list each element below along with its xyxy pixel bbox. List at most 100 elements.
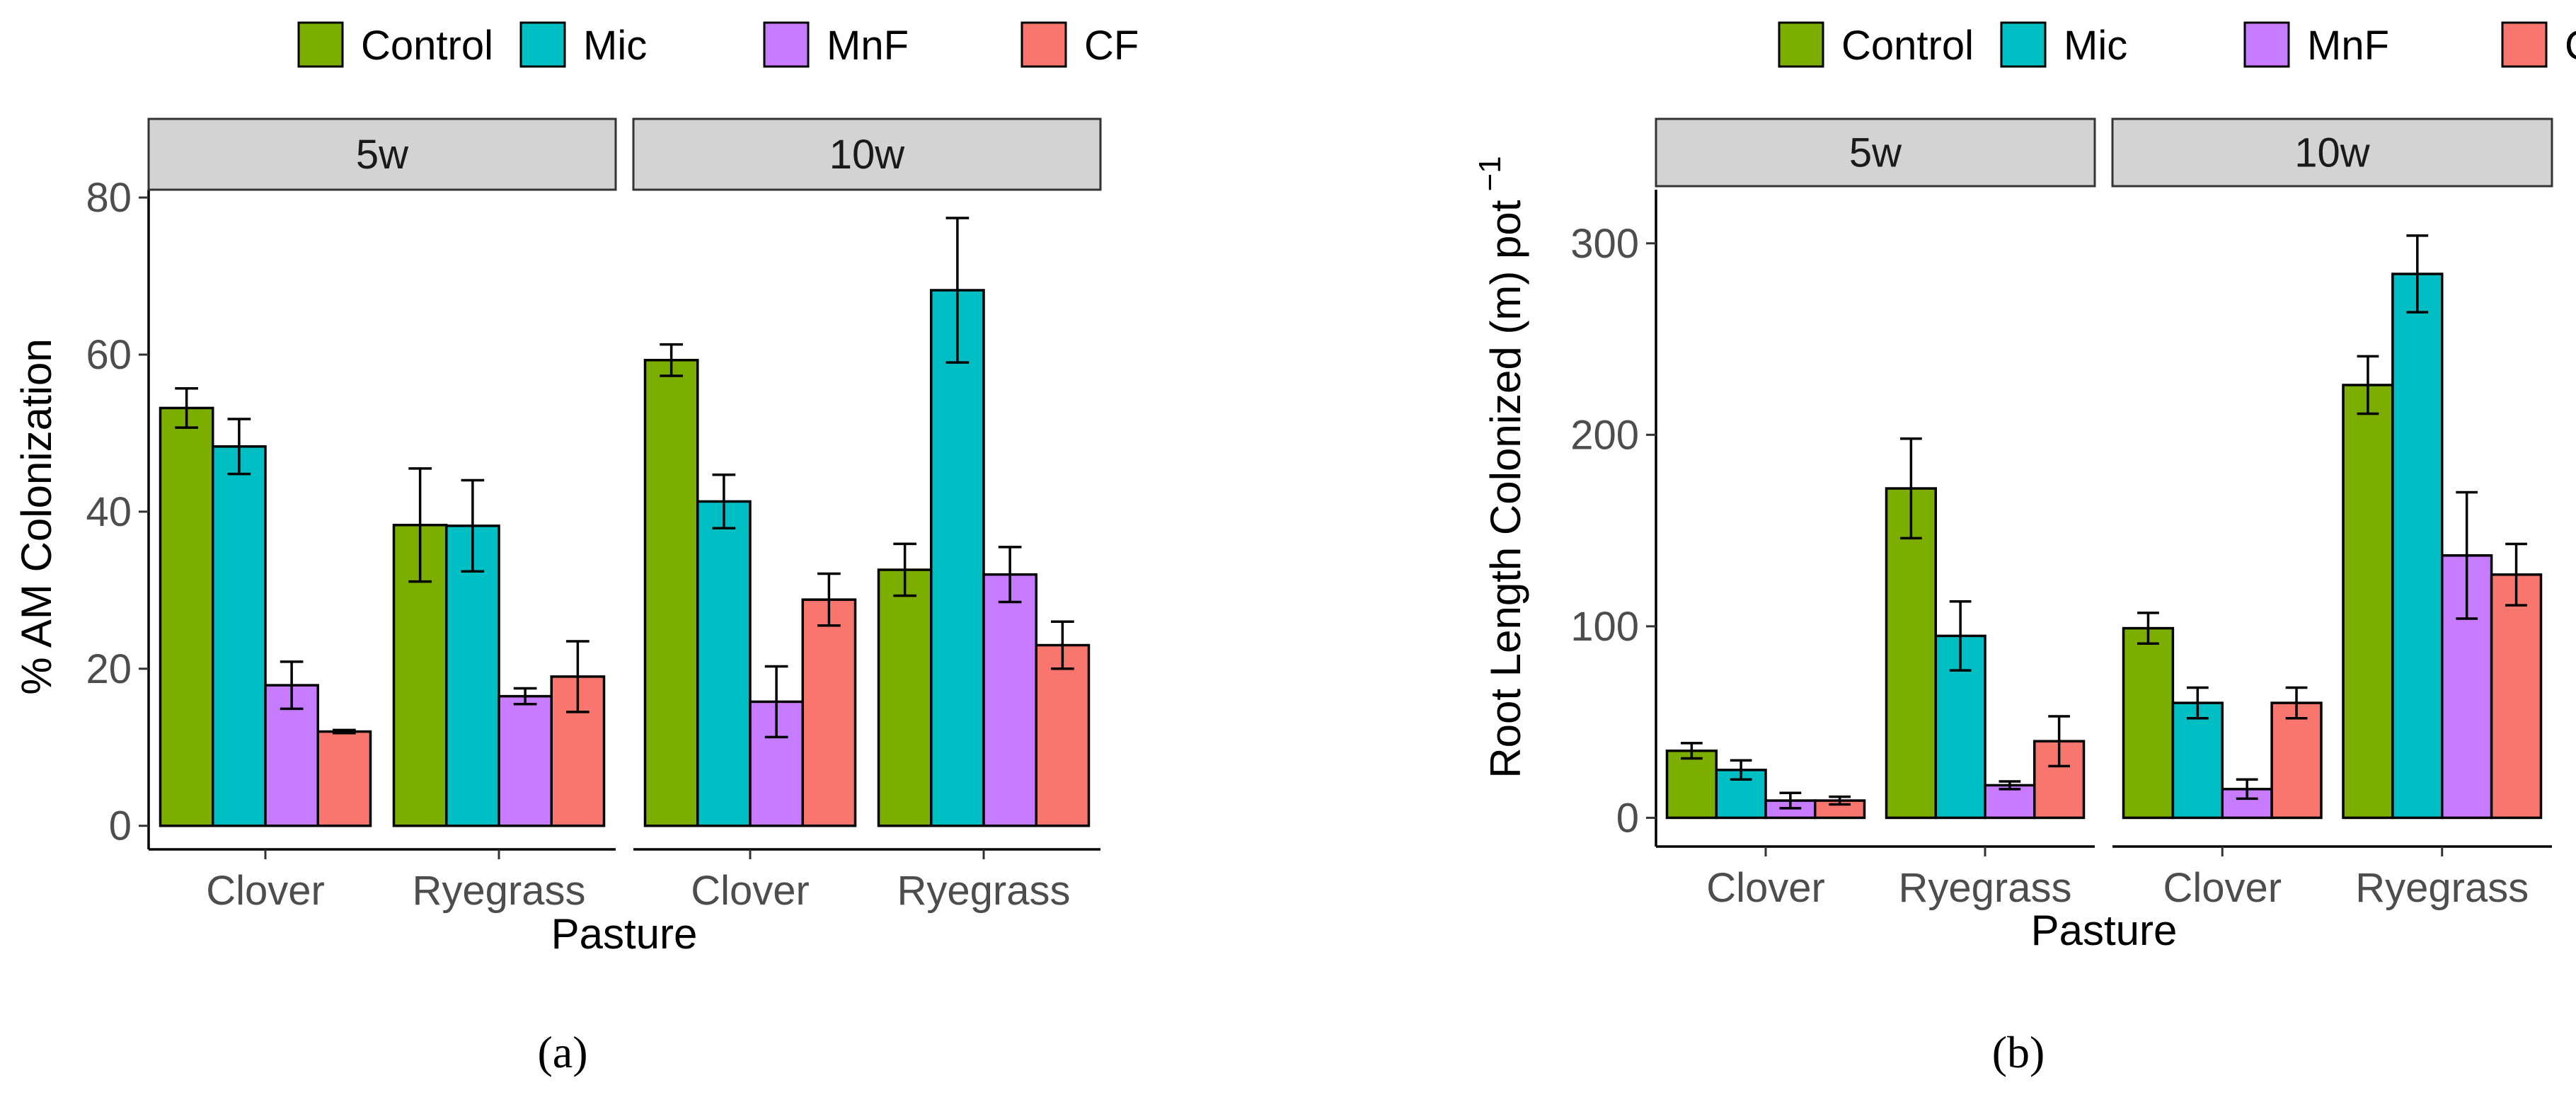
chart-panel-a: Control Mic MnF CF 0 20 40 60 80 5w Clover Ryegrass… <box>13 21 1139 1077</box>
error-bar-b-10w-ryegrass-mnf <box>2456 491 2478 620</box>
facet-strip-5w <box>1655 117 2096 188</box>
bar-a-10w-ryegrass-mnf <box>982 573 1037 827</box>
legend-swatch-cf <box>2501 21 2548 68</box>
legend-label-control: Control <box>1841 23 1974 69</box>
facet-strip-5w <box>147 117 617 191</box>
legend-label-mic: Mic <box>583 23 647 69</box>
error-bar-a-5w-clover-control <box>175 386 198 429</box>
error-bar-b-5w-clover-mnf <box>1779 791 1802 810</box>
y-tick-label-200: 200 <box>1570 412 1639 458</box>
error-bar-a-10w-ryegrass-mic <box>945 217 970 364</box>
x-tick-label-10w-ryegrass: Ryegrass <box>897 868 1071 914</box>
error-bar-b-10w-clover-cf <box>2285 686 2308 720</box>
error-bar-b-5w-clover-cf <box>1829 795 1851 806</box>
facet-5w: 5w Clover Ryegrass <box>147 117 617 914</box>
error-bar-a-10w-clover-control <box>660 343 683 377</box>
legend-swatch-cf <box>1020 21 1067 68</box>
error-bar-a-5w-clover-mnf <box>280 660 304 711</box>
error-bar-b-10w-ryegrass-control <box>2357 355 2379 415</box>
error-bar-a-5w-clover-cf <box>333 728 356 735</box>
bar-b-10w-ryegrass-cf <box>2490 573 2543 820</box>
legend-label-cf: CF <box>2565 23 2576 69</box>
error-bar-b-10w-ryegrass-cf <box>2505 542 2527 607</box>
error-bar-a-10w-clover-cf <box>817 572 841 627</box>
bar-a-10w-ryegrass-control <box>877 568 933 827</box>
bar-b-10w-ryegrass-mic <box>2391 273 2444 820</box>
bar-b-10w-ryegrass-control <box>2342 384 2394 820</box>
error-bar-a-5w-ryegrass-control <box>408 467 432 583</box>
bar-a-10w-clover-control <box>643 359 699 827</box>
facet-strip-label-5w: 5w <box>1849 130 1902 176</box>
error-bar-b-5w-clover-control <box>1681 742 1703 760</box>
y-tick-label-0: 0 <box>1616 795 1639 841</box>
bar-a-10w-clover-mic <box>696 500 752 827</box>
facet-strip-10w <box>2111 117 2553 188</box>
legend-label-mnf: MnF <box>827 23 909 69</box>
y-tick-label-20: 20 <box>86 646 132 692</box>
error-bar-a-5w-ryegrass-mnf <box>513 687 537 706</box>
facet-strip-label-10w: 10w <box>2294 130 2371 176</box>
y-axis-title: Root Length Colonized (m) pot −1 <box>1473 156 1529 778</box>
y-tick-label-100: 100 <box>1570 604 1639 650</box>
error-bar-b-10w-clover-mic <box>2186 686 2209 720</box>
error-bar-b-5w-ryegrass-mic <box>1949 600 1972 672</box>
legend-swatch-control <box>1778 21 1824 68</box>
legend: Control Mic MnF CF <box>1778 21 2576 69</box>
bar-a-5w-ryegrass-mnf <box>498 694 553 827</box>
x-tick-label-10w-clover: Clover <box>2163 865 2282 911</box>
legend-label-mic: Mic <box>2064 23 2127 69</box>
panel-caption-b: (b) <box>1992 1027 2045 1077</box>
legend: Control Mic MnF CF <box>297 21 1139 69</box>
legend-label-mnf: MnF <box>2307 23 2389 69</box>
error-bar-a-10w-ryegrass-mnf <box>998 546 1022 604</box>
bar-a-10w-ryegrass-cf <box>1035 643 1091 827</box>
bar-b-10w-clover-cf <box>2270 701 2323 820</box>
error-bar-a-10w-ryegrass-cf <box>1051 620 1074 670</box>
facet-strip-10w <box>632 117 1102 191</box>
error-bar-a-5w-clover-mic <box>227 418 251 476</box>
error-bar-b-10w-clover-control <box>2137 612 2159 645</box>
y-axis-title-main: % AM Colonization <box>13 338 60 695</box>
error-bar-b-5w-ryegrass-cf <box>2048 715 2070 768</box>
error-bar-a-10w-clover-mic <box>712 474 736 529</box>
legend-swatch-control <box>297 21 344 68</box>
bar-a-10w-ryegrass-mic <box>930 289 985 827</box>
facet-strip-label-10w: 10w <box>829 132 906 178</box>
facet-strip-label-5w: 5w <box>356 132 409 178</box>
y-tick-label-40: 40 <box>86 489 132 535</box>
x-tick-label-10w-clover: Clover <box>691 868 810 914</box>
error-bar-b-5w-ryegrass-control <box>1900 437 1922 540</box>
legend-swatch-mnf <box>763 21 810 68</box>
panel-caption-a: (a) <box>537 1027 587 1077</box>
x-tick-label-5w-ryegrass: Ryegrass <box>413 868 586 914</box>
error-bar-a-5w-ryegrass-mic <box>461 478 485 573</box>
x-tick-label-5w-ryegrass: Ryegrass <box>1899 865 2072 911</box>
error-bar-b-10w-ryegrass-mic <box>2406 234 2429 314</box>
y-axis-title-main: Root Length Colonized (m) pot <box>1482 200 1529 778</box>
bar-b-10w-clover-control <box>2122 626 2175 820</box>
x-tick-label-10w-ryegrass: Ryegrass <box>2355 865 2529 911</box>
y-tick-label-300: 300 <box>1570 221 1639 267</box>
legend-label-control: Control <box>361 23 493 69</box>
error-bar-a-10w-clover-mnf <box>764 665 788 739</box>
bar-a-5w-clover-cf <box>316 730 372 827</box>
facet-10w: 10w Clover Ryegrass <box>2111 117 2553 911</box>
y-axis-title: % AM Colonization <box>13 338 60 695</box>
error-bar-a-5w-ryegrass-cf <box>566 640 590 713</box>
error-bar-b-5w-clover-mic <box>1730 759 1752 781</box>
legend-swatch-mic <box>519 21 566 68</box>
x-tick-label-5w-clover: Clover <box>1706 865 1825 911</box>
y-axis-title-superscript: −1 <box>1473 156 1507 191</box>
bar-a-5w-clover-mic <box>212 445 267 827</box>
y-tick-label-0: 0 <box>109 803 132 849</box>
error-bar-b-5w-ryegrass-mnf <box>1999 780 2021 791</box>
error-bar-b-10w-clover-mnf <box>2236 778 2258 801</box>
bar-b-5w-clover-control <box>1665 749 1718 820</box>
bar-a-10w-clover-cf <box>801 598 857 827</box>
legend-swatch-mic <box>2000 21 2047 68</box>
bar-a-5w-clover-control <box>159 406 214 827</box>
x-axis-title: Pasture <box>551 910 698 958</box>
facet-10w: 10w Clover Ryegrass <box>632 117 1102 914</box>
y-tick-label-60: 60 <box>86 332 132 378</box>
